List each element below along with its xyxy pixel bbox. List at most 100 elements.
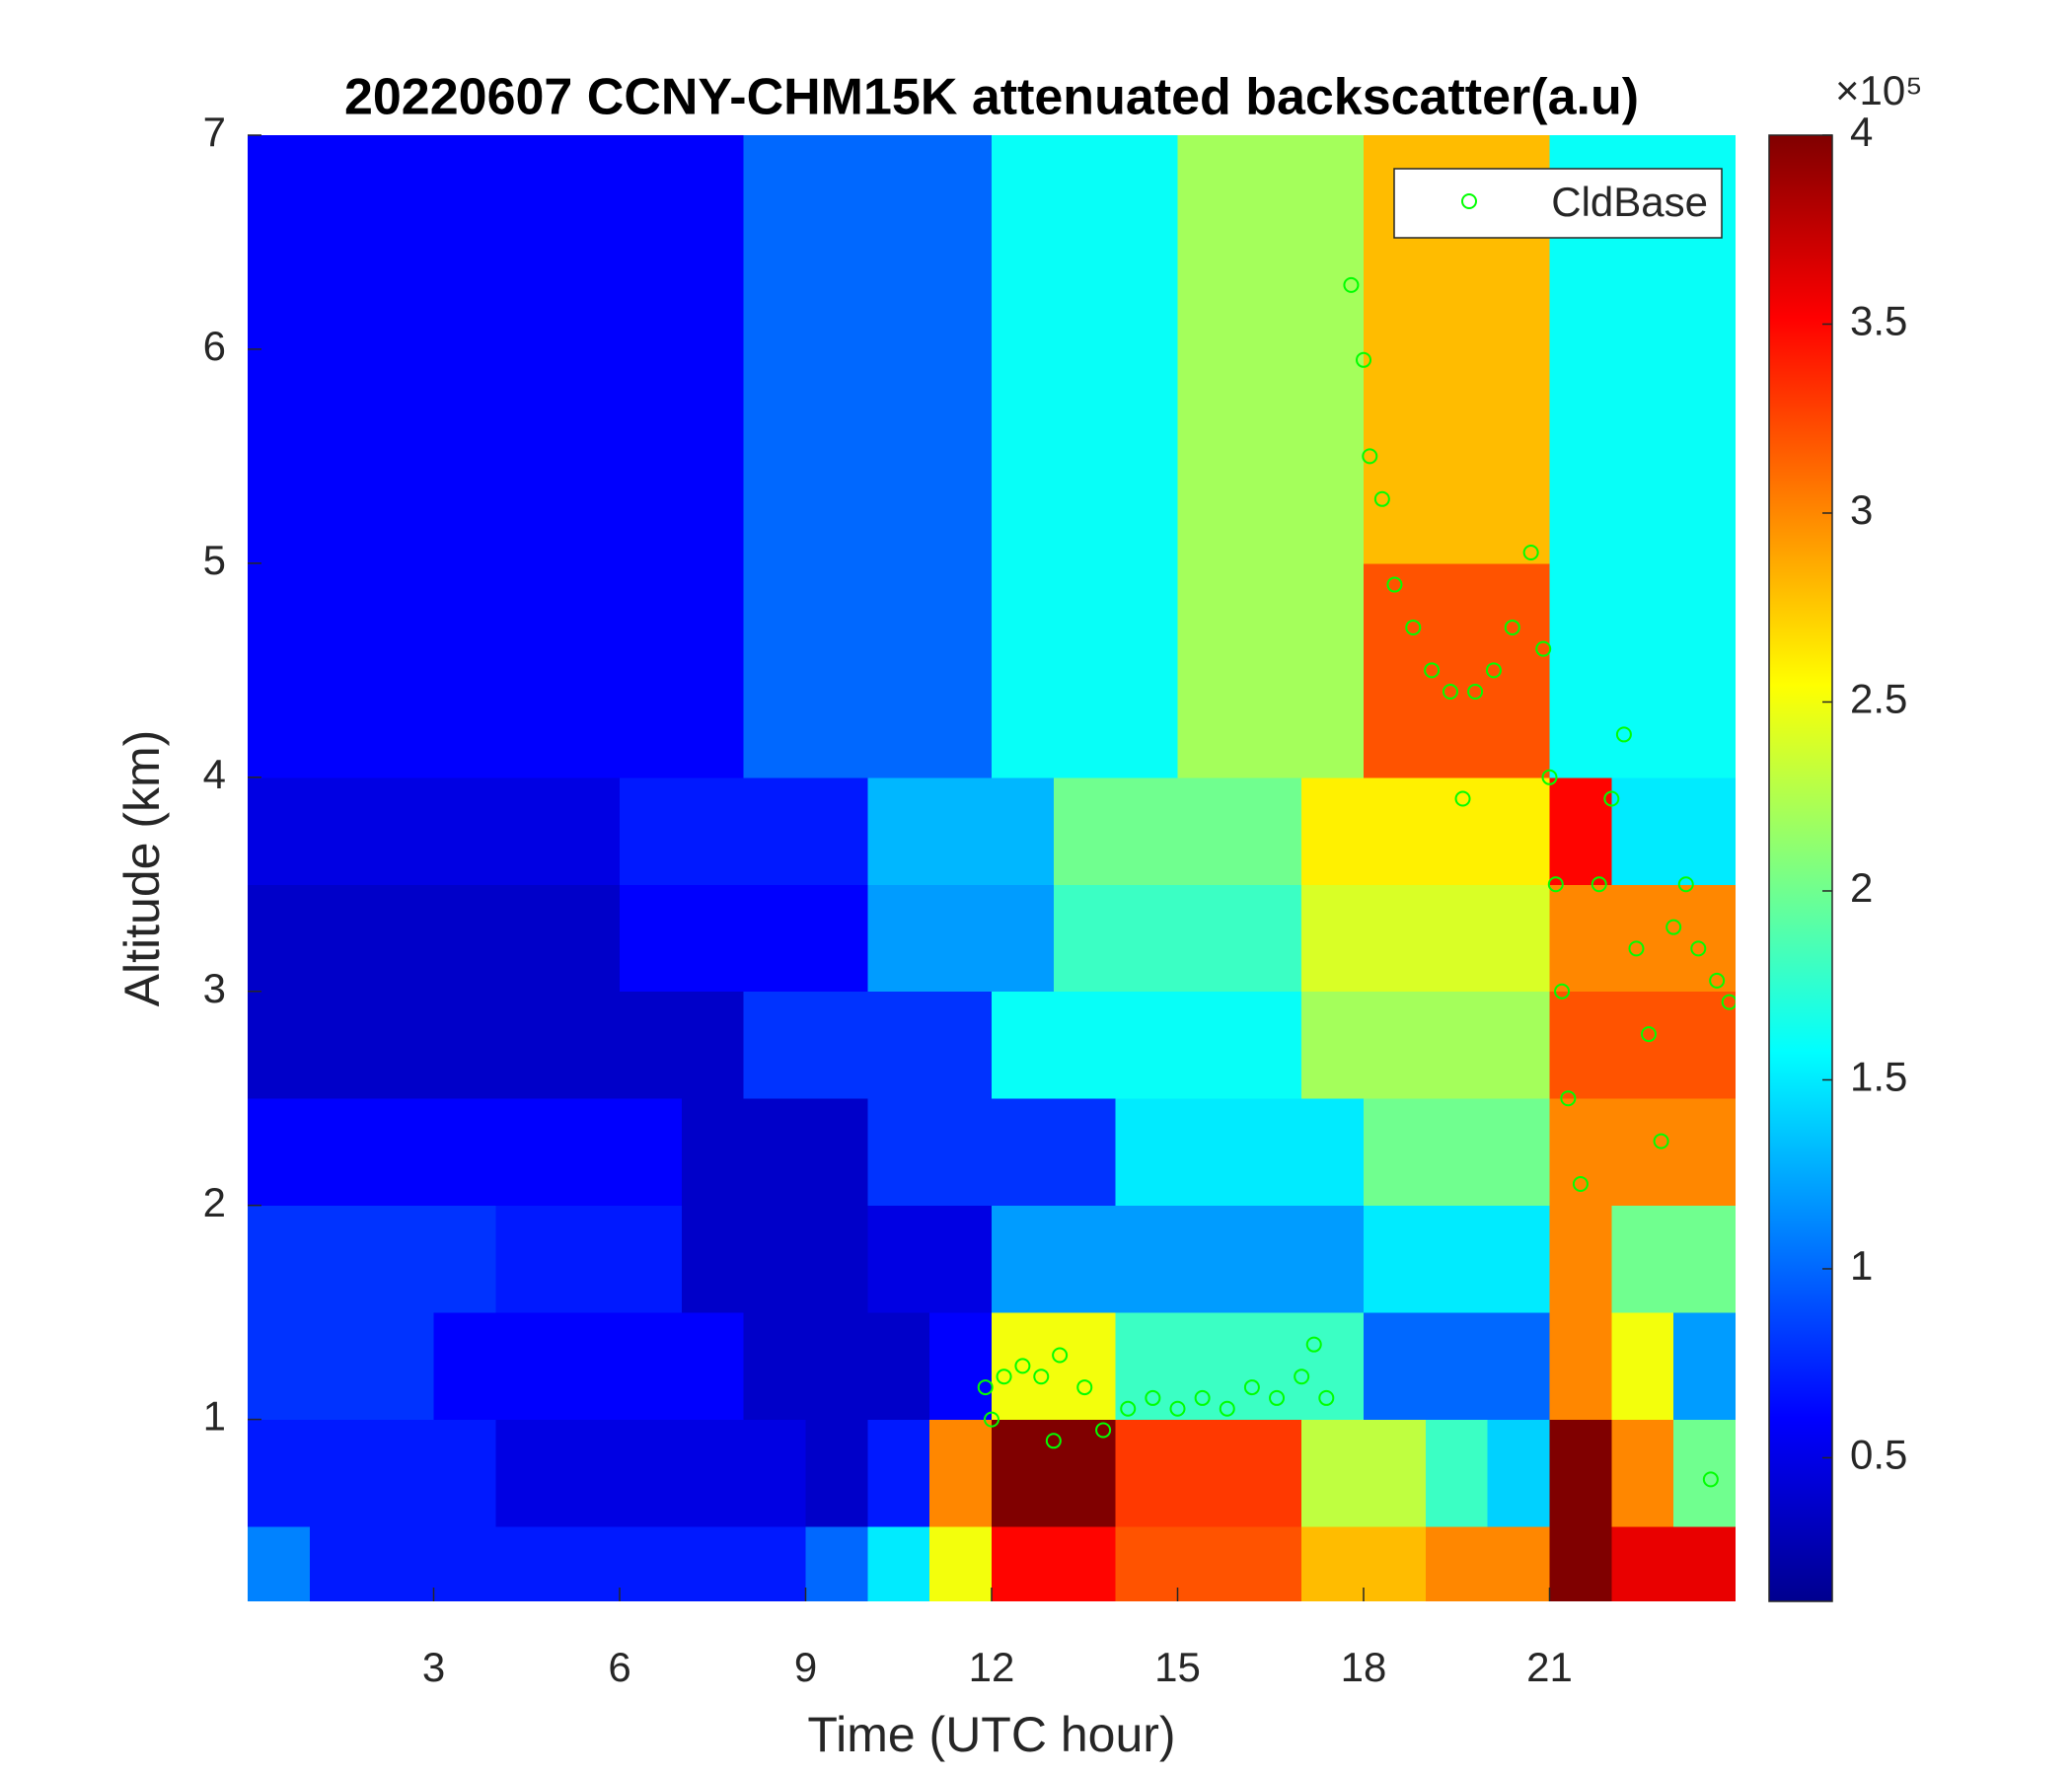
- heat-cell: [1053, 884, 1117, 993]
- heat-cell: [992, 1205, 1055, 1313]
- cloud-base-point: [1219, 1400, 1235, 1417]
- heat-cell: [495, 1526, 558, 1601]
- cloud-base-point: [1362, 448, 1378, 465]
- y-tick-label: 3: [203, 965, 226, 1011]
- heat-cell: [1425, 777, 1489, 885]
- heat-cell: [495, 562, 558, 671]
- heat-cell: [1239, 242, 1302, 350]
- heat-cell: [1487, 242, 1550, 350]
- heat-cell: [1425, 1526, 1489, 1601]
- y-tick-label: 1: [203, 1393, 226, 1440]
- heat-cell: [1611, 1419, 1674, 1527]
- heat-cell: [248, 1312, 311, 1421]
- colorbar-tick-label: 2.5: [1850, 676, 1907, 722]
- heat-cell: [1301, 456, 1365, 564]
- cloud-base-point: [1591, 876, 1607, 893]
- cloud-base-point: [1467, 684, 1484, 701]
- heat-cell: [1364, 1419, 1427, 1527]
- heat-cell: [681, 884, 745, 993]
- heat-cell: [681, 1098, 745, 1207]
- heat-cell: [805, 135, 868, 243]
- heat-cell: [248, 670, 311, 778]
- heat-cell: [743, 1205, 806, 1313]
- heat-cell: [620, 348, 683, 457]
- heat-cell: [1487, 562, 1550, 671]
- heat-cell: [929, 1098, 993, 1207]
- heat-cell: [1487, 456, 1550, 564]
- heat-cell: [248, 777, 311, 885]
- heat-cell: [1364, 456, 1427, 564]
- cloud-base-point: [1386, 576, 1403, 593]
- heat-cell: [557, 242, 621, 350]
- heat-cell: [1549, 991, 1612, 1099]
- heat-cell: [433, 777, 496, 885]
- heat-cell: [248, 1098, 311, 1207]
- heat-cell: [1239, 670, 1302, 778]
- heat-cell: [1239, 1312, 1302, 1421]
- heat-cell: [248, 348, 311, 457]
- cloud-base-point: [1485, 662, 1502, 679]
- heat-cell: [992, 1526, 1055, 1601]
- heat-cell: [1364, 1205, 1427, 1313]
- heat-cell: [867, 777, 930, 885]
- heat-cell: [1673, 242, 1736, 350]
- cloud-base-point: [1305, 1336, 1322, 1353]
- heat-cell: [620, 1098, 683, 1207]
- heat-cell: [743, 1526, 806, 1601]
- heat-cell: [1115, 670, 1178, 778]
- heat-cell: [433, 1098, 496, 1207]
- heat-cell: [743, 135, 806, 243]
- heat-cell: [371, 777, 434, 885]
- cloud-base-point: [1294, 1369, 1310, 1385]
- heat-cell: [1115, 1526, 1178, 1601]
- heat-cell: [867, 456, 930, 564]
- heat-cell: [992, 456, 1055, 564]
- heat-cell: [1115, 1098, 1178, 1207]
- heat-cell: [1301, 348, 1365, 457]
- heat-cell: [867, 884, 930, 993]
- cloud-base-point: [1615, 726, 1632, 743]
- heat-cell: [309, 348, 373, 457]
- heat-cell: [1177, 884, 1240, 993]
- heat-cell: [495, 884, 558, 993]
- heat-cell: [1673, 562, 1736, 671]
- heat-cell: [1115, 1205, 1178, 1313]
- heat-cell: [1611, 777, 1674, 885]
- heat-cell: [1487, 991, 1550, 1099]
- heat-cell: [805, 991, 868, 1099]
- cloud-base-point: [1120, 1400, 1137, 1417]
- heat-cell: [1611, 242, 1674, 350]
- heat-cell: [992, 562, 1055, 671]
- heat-cell: [557, 562, 621, 671]
- heat-cell: [867, 135, 930, 243]
- x-tick-label: 21: [1526, 1644, 1573, 1690]
- heat-cell: [681, 1419, 745, 1527]
- heat-cell: [433, 670, 496, 778]
- heat-cell: [1673, 670, 1736, 778]
- cloud-base-point: [1641, 1026, 1658, 1043]
- heat-cell: [681, 1312, 745, 1421]
- heat-cell: [1364, 348, 1427, 457]
- heat-cell: [1487, 1526, 1550, 1601]
- heat-cell: [681, 348, 745, 457]
- heat-cell: [309, 135, 373, 243]
- heat-cell: [620, 1205, 683, 1313]
- heat-cell: [1549, 1098, 1612, 1207]
- heat-cell: [1239, 884, 1302, 993]
- heat-cell: [371, 242, 434, 350]
- heat-cell: [1301, 991, 1365, 1099]
- heat-cell: [495, 1205, 558, 1313]
- heat-cell: [1301, 135, 1365, 243]
- heat-cell: [1301, 1312, 1365, 1421]
- heat-cell: [433, 1205, 496, 1313]
- heat-cell: [929, 1526, 993, 1601]
- heat-cell: [371, 135, 434, 243]
- colorbar: [1768, 134, 1833, 1602]
- heat-cell: [1487, 348, 1550, 457]
- heat-cell: [557, 1098, 621, 1207]
- heat-cell: [557, 456, 621, 564]
- heat-cell: [1549, 562, 1612, 671]
- heat-cell: [1115, 135, 1178, 243]
- heat-cell: [992, 135, 1055, 243]
- x-tick-label: 15: [1154, 1644, 1201, 1690]
